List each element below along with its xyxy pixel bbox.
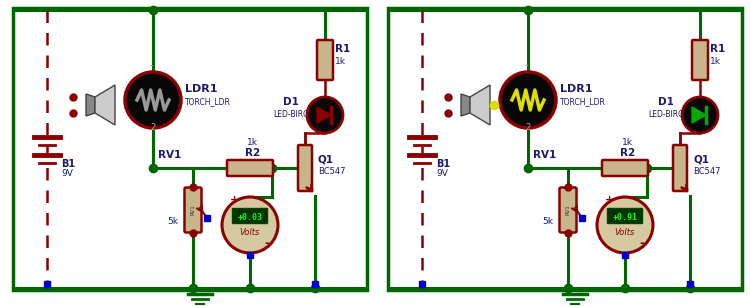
Text: 2: 2: [150, 123, 155, 132]
Text: -: -: [525, 60, 529, 70]
Text: BC547: BC547: [318, 167, 346, 176]
Text: +: +: [230, 195, 239, 205]
Text: 9V: 9V: [436, 169, 448, 178]
Text: -: -: [150, 60, 154, 70]
FancyBboxPatch shape: [232, 208, 268, 223]
Text: 1k: 1k: [335, 57, 346, 66]
Polygon shape: [317, 107, 331, 123]
Text: RV1: RV1: [533, 150, 556, 160]
Circle shape: [597, 197, 653, 253]
FancyBboxPatch shape: [184, 188, 202, 233]
Text: TORCH_LDR: TORCH_LDR: [185, 97, 231, 106]
Text: R2: R2: [245, 148, 260, 158]
Circle shape: [125, 72, 181, 128]
Text: 1k: 1k: [622, 138, 633, 147]
Text: RV1: RV1: [158, 150, 182, 160]
Text: LDR1: LDR1: [185, 84, 218, 94]
Text: R1: R1: [335, 44, 350, 54]
Text: +0.03: +0.03: [238, 212, 262, 222]
FancyBboxPatch shape: [298, 145, 312, 191]
Text: B1: B1: [61, 159, 75, 169]
Text: Q1: Q1: [318, 155, 334, 165]
Text: +: +: [605, 195, 614, 205]
Text: LED-BIRG: LED-BIRG: [273, 110, 309, 119]
FancyBboxPatch shape: [560, 188, 577, 233]
Polygon shape: [470, 85, 490, 125]
Text: +0.91: +0.91: [613, 212, 638, 222]
FancyBboxPatch shape: [608, 208, 643, 223]
FancyBboxPatch shape: [317, 40, 333, 80]
Circle shape: [307, 97, 343, 133]
Text: Volts: Volts: [240, 228, 260, 237]
Text: R2: R2: [620, 148, 635, 158]
Text: RV1: RV1: [566, 205, 571, 215]
Circle shape: [222, 197, 278, 253]
Text: 5k: 5k: [167, 217, 178, 226]
Polygon shape: [86, 94, 95, 116]
Text: D1: D1: [283, 97, 298, 107]
Text: R1: R1: [710, 44, 725, 54]
Circle shape: [500, 72, 556, 128]
Polygon shape: [692, 107, 706, 123]
FancyBboxPatch shape: [673, 145, 687, 191]
Polygon shape: [95, 85, 115, 125]
Text: B1: B1: [436, 159, 450, 169]
Text: Volts: Volts: [615, 228, 635, 237]
Text: -: -: [264, 237, 269, 250]
Text: 9V: 9V: [61, 169, 73, 178]
Text: TORCH_LDR: TORCH_LDR: [560, 97, 606, 106]
FancyBboxPatch shape: [602, 160, 648, 176]
Text: D1: D1: [658, 97, 674, 107]
Text: RV1: RV1: [190, 205, 196, 215]
Text: 1k: 1k: [710, 57, 721, 66]
Text: LDR1: LDR1: [560, 84, 592, 94]
Text: 5k: 5k: [542, 217, 553, 226]
Text: LED-BIRG: LED-BIRG: [648, 110, 684, 119]
Text: -: -: [639, 237, 644, 250]
Text: BC547: BC547: [693, 167, 721, 176]
FancyBboxPatch shape: [227, 160, 273, 176]
Polygon shape: [461, 94, 470, 116]
Circle shape: [682, 97, 718, 133]
Text: Q1: Q1: [693, 155, 709, 165]
Text: 1k: 1k: [247, 138, 258, 147]
FancyBboxPatch shape: [692, 40, 708, 80]
Text: 2: 2: [525, 123, 530, 132]
